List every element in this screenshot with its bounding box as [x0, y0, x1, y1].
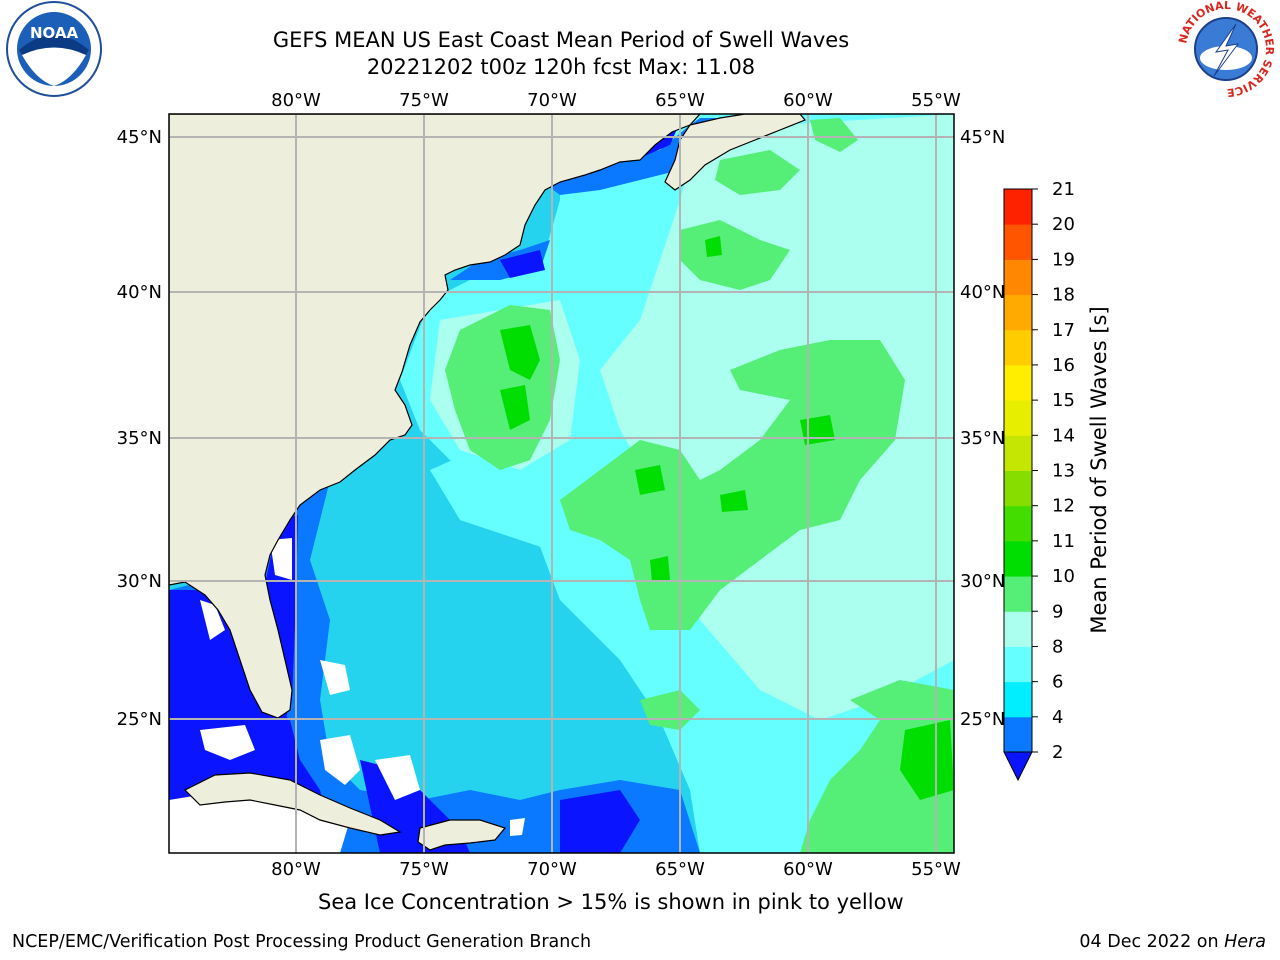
- colorbar-tick-label: 11: [1052, 531, 1075, 552]
- colorbar: 2 4 6 8 9 10 11 12 13 14 15 16 17 18 19 20 21: [1003, 179, 1075, 782]
- lat-label-right: 40°N: [960, 282, 1005, 303]
- lon-label-bottom: 55°W: [911, 859, 961, 880]
- colorbar-swatch: [1004, 294, 1032, 331]
- colorbar-tick-label: 12: [1052, 496, 1075, 517]
- colorbar-swatch: [1004, 646, 1032, 683]
- chart-subtitle: 20221202 t00z 120h fcst Max: 11.08: [366, 55, 756, 79]
- colorbar-tick-label: 8: [1052, 636, 1063, 657]
- colorbar-swatch: [1004, 224, 1032, 260]
- noaa-text: NOAA: [30, 24, 79, 42]
- lat-label-left: 45°N: [117, 127, 162, 148]
- lon-label-bottom: 80°W: [271, 859, 321, 880]
- lat-label-left: 40°N: [117, 282, 162, 303]
- colorbar-tick-label: 10: [1052, 566, 1075, 587]
- lon-label-top: 70°W: [527, 90, 577, 111]
- map-frame: [168, 113, 955, 854]
- colorbar-tick-label: 13: [1052, 461, 1075, 482]
- lat-label-left: 35°N: [117, 428, 162, 449]
- land-cuba: [183, 772, 402, 836]
- colorbar-swatch: [1004, 505, 1032, 542]
- lat-label-right: 30°N: [960, 571, 1005, 592]
- colorbar-swatch: [1004, 435, 1032, 471]
- colorbar-swatch: [1004, 470, 1032, 507]
- colorbar-swatch: [1004, 400, 1032, 436]
- lat-label-right: 25°N: [960, 709, 1005, 730]
- colorbar-tick-label: 4: [1052, 707, 1063, 728]
- map-axis-labels: 80°W 80°W 75°W 75°W 70°W 70°W 65°W 65°W 60°W 60°W…: [117, 90, 1006, 880]
- lon-label-top: 80°W: [271, 90, 321, 111]
- credit-text: NCEP/EMC/Verification Post Processing Pr…: [12, 932, 592, 952]
- machine-name: Hera: [1224, 932, 1266, 952]
- colorbar-tick-label: 15: [1052, 390, 1075, 411]
- colorbar-tick-label: 20: [1052, 214, 1075, 235]
- map-grid: [169, 114, 954, 853]
- lon-label-top: 60°W: [783, 90, 833, 111]
- colorbar-swatch: [1004, 681, 1032, 718]
- colorbar-tick-label: 6: [1052, 672, 1063, 693]
- lon-label-bottom: 75°W: [399, 859, 449, 880]
- colorbar-tick-label: 9: [1052, 601, 1063, 622]
- colorbar-tick-label: 16: [1052, 355, 1075, 376]
- land-nova-scotia: [664, 114, 806, 191]
- lon-label-top: 55°W: [911, 90, 961, 111]
- lon-label-top: 65°W: [655, 90, 705, 111]
- noaa-logo: NOAA: [6, 1, 102, 97]
- lon-label-top: 75°W: [399, 90, 449, 111]
- colorbar-swatch: [1004, 540, 1032, 577]
- lat-label-left: 25°N: [117, 709, 162, 730]
- date-stamp: 04 Dec 2022 on Hera: [1079, 932, 1266, 952]
- chart-title: GEFS MEAN US East Coast Mean Period of S…: [272, 28, 850, 52]
- colorbar-swatch: [1004, 576, 1032, 612]
- lat-label-right: 35°N: [960, 428, 1005, 449]
- colorbar-swatch: [1004, 189, 1032, 225]
- colorbar-label: Mean Period of Swell Waves [s]: [1087, 306, 1111, 633]
- colorbar-tick-label: 18: [1052, 285, 1075, 306]
- lon-label-bottom: 60°W: [783, 859, 833, 880]
- lat-label-right: 45°N: [960, 127, 1005, 148]
- colorbar-swatch: [1004, 611, 1032, 647]
- lon-label-bottom: 70°W: [527, 859, 577, 880]
- sea-ice-note: Sea Ice Concentration > 15% is shown in …: [318, 890, 904, 914]
- date-text: 04 Dec 2022 on: [1079, 932, 1219, 952]
- colorbar-tick-label: 14: [1052, 425, 1075, 446]
- land-north-america: [169, 114, 701, 719]
- colorbar-swatch: [1004, 259, 1032, 296]
- lat-label-left: 30°N: [117, 571, 162, 592]
- colorbar-under-arrow: [1003, 751, 1033, 782]
- colorbar-tick-label: 2: [1052, 742, 1063, 763]
- colorbar-tick-label: 21: [1052, 179, 1075, 200]
- colorbar-tick-label: 19: [1052, 249, 1075, 270]
- nws-logo: NATIONAL WEATHER SERVICE: [1176, 0, 1276, 99]
- colorbar-tick-label: 17: [1052, 320, 1075, 341]
- colorbar-swatch: [1004, 329, 1032, 366]
- colorbar-swatch: [1004, 716, 1032, 753]
- lon-label-bottom: 65°W: [655, 859, 705, 880]
- colorbar-swatch: [1004, 364, 1032, 401]
